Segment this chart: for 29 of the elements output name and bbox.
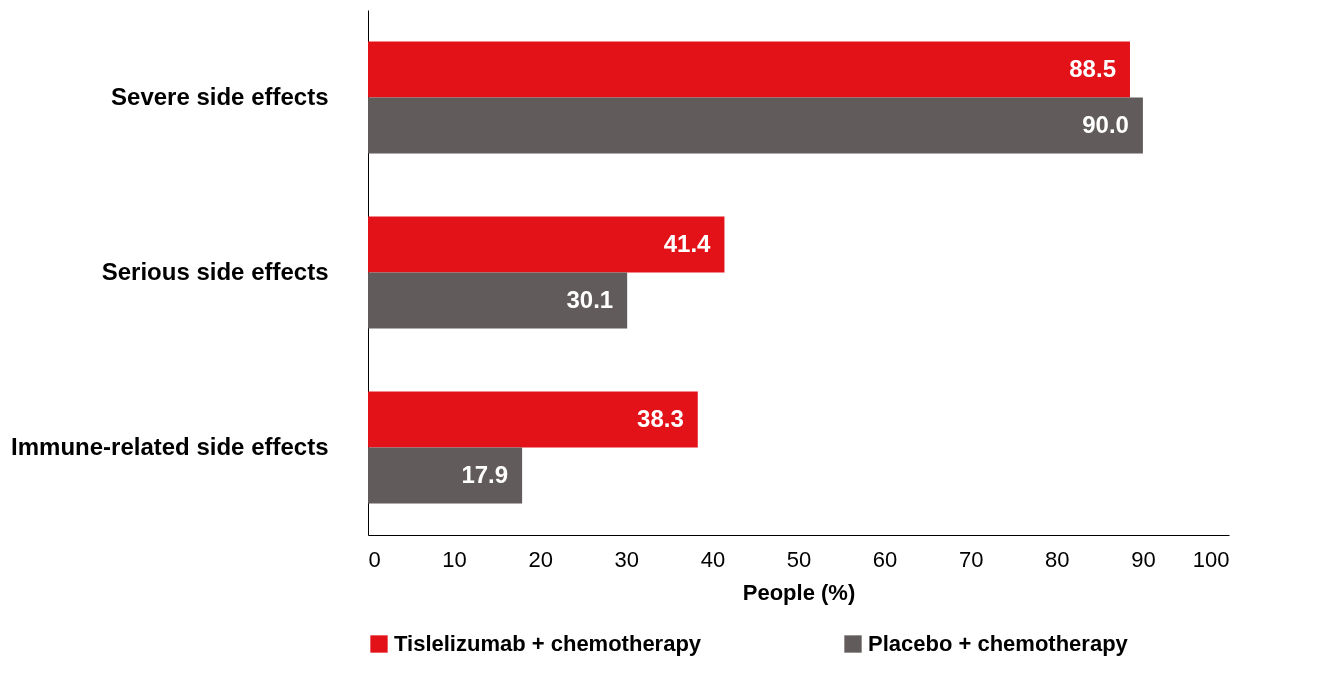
bar [368,216,725,273]
x-tick-label: 10 [442,546,467,572]
x-tick-label: 80 [1045,546,1070,572]
text: 88.5 [1069,54,1116,82]
x-tick-label: 50 [786,546,812,572]
x-axis-title: People (%) [742,579,856,605]
x-tick-label: 100 [1192,546,1230,572]
bar [368,272,628,329]
text: 90.0 [1082,110,1129,138]
text: 41.4 [663,229,711,257]
y-tick-label: Severe side effects [111,82,329,110]
text: 17.9 [461,460,509,488]
text: 30.1 [566,285,614,313]
y-tick-label: Immune-related side effects [11,432,329,460]
x-tick-label: 30 [614,546,640,572]
x-tick-label: 90 [1131,546,1156,572]
x-tick-label: 40 [700,546,726,572]
bar [368,447,523,504]
x-tick-label: 60 [872,546,898,572]
x-tick-label: 20 [528,546,553,572]
x-tick-label: 70 [958,546,984,572]
bar [368,97,1143,154]
legend-label: Placebo + chemotherapy [868,631,1129,656]
legend-label: Tislelizumab + chemotherapy [394,631,702,656]
bar [368,391,698,448]
x-tick-label: 0 [368,546,381,572]
text: 38.3 [637,404,684,432]
bar [368,41,1130,98]
y-tick-label: Serious side effects [101,257,329,285]
